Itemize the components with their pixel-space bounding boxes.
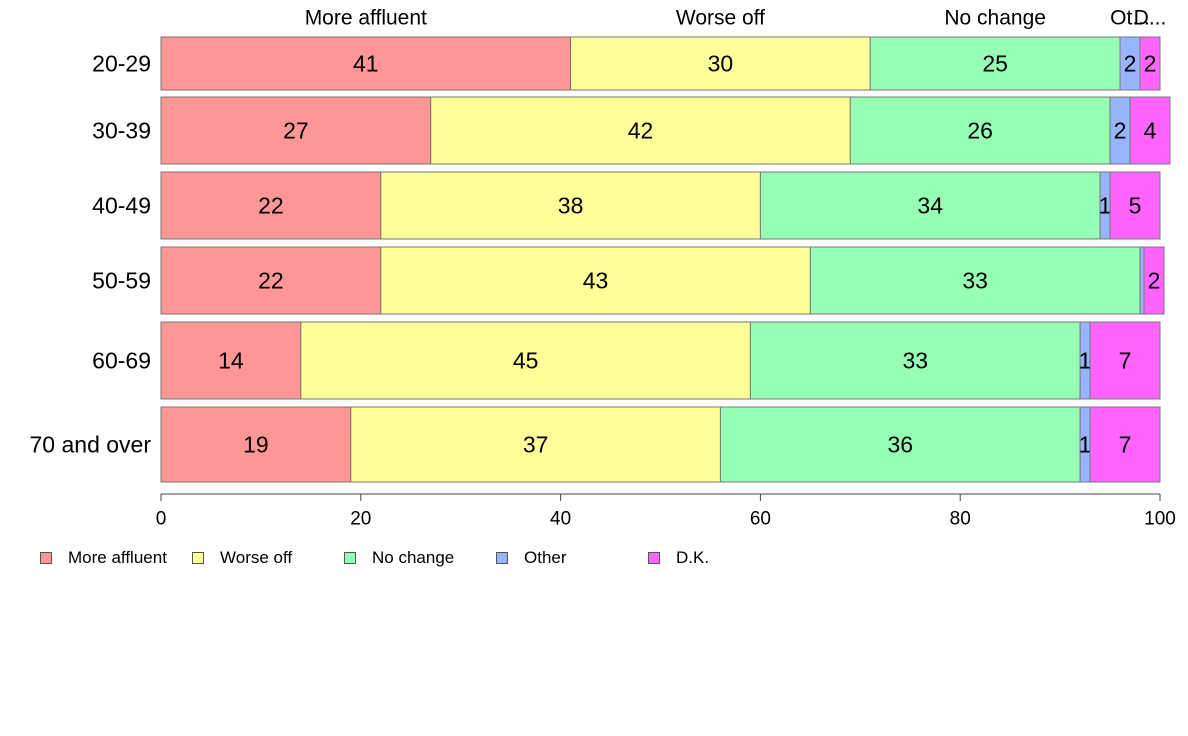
legend-label-worse-off: Worse off [220,548,293,567]
top-series-label: More affluent [305,7,427,30]
x-tick-label: 60 [750,509,771,530]
x-tick-label: 40 [550,509,571,530]
bar-segment [759,171,1101,240]
bar-segment [1143,246,1165,315]
top-series-label: Worse off [676,7,765,30]
top-series-label: No change [944,7,1046,30]
bar-segment [869,36,1121,91]
data-label: 2 [1124,51,1137,77]
legend-swatch-dk [648,552,660,564]
legend-label-other: Other [524,548,567,567]
legend-item-no-change: No change [344,548,454,568]
bar-segment [1139,246,1145,315]
data-label: 4 [1144,118,1157,144]
data-label: 42 [628,118,654,144]
legend-swatch-worse-off [192,552,204,564]
bar-segment [430,96,851,165]
data-label: 7 [1119,348,1132,374]
bar-segment [380,246,811,315]
category-label: 30-39 [92,118,151,144]
bar-segment [160,171,382,240]
data-label: 2 [1144,51,1157,77]
legend-swatch-no-change [344,552,356,564]
data-label: 22 [258,193,284,219]
bar-segment [160,406,352,483]
category-label: 50-59 [92,268,151,294]
data-label: 7 [1119,432,1132,458]
data-label: 5 [1129,193,1142,219]
bar-segment [1129,96,1171,165]
data-label: 2 [1114,118,1127,144]
data-label: 26 [967,118,993,144]
category-label: 20-29 [92,51,151,77]
legend-label-more-affluent: More affluent [68,548,167,567]
data-label: 41 [353,51,379,77]
category-label: 60-69 [92,348,151,374]
legend-swatch-more-affluent [40,552,52,564]
top-series-label: D... [1134,7,1167,30]
bar-segment [300,321,751,400]
x-tick-label: 20 [350,509,371,530]
data-label: 19 [243,432,269,458]
bar-segment [1089,321,1161,400]
bar-segment [749,321,1081,400]
legend-item-worse-off: Worse off [192,548,292,568]
bar-segment [160,36,572,91]
data-label: 33 [962,268,988,294]
data-label: 14 [218,348,244,374]
data-label: 25 [982,51,1008,77]
top-series-label: Ot... [1110,7,1150,30]
data-label: 34 [917,193,943,219]
chart-legend: More affluent Worse off No change Other … [40,548,800,568]
legend-label-no-change: No change [372,548,455,567]
data-label: 38 [558,193,584,219]
bar-segment [1109,171,1161,240]
data-label: 37 [523,432,549,458]
data-label: 30 [708,51,734,77]
data-label: 1 [1079,348,1092,374]
category-label: 70 and over [30,432,152,458]
bar-segment [160,246,382,315]
data-label: 33 [902,348,928,374]
bar-segment [160,96,432,165]
x-tick-label: 80 [950,509,971,530]
bar-segment [719,406,1081,483]
legend-item-dk: D.K. [648,548,709,568]
bar-segment [1089,406,1161,483]
data-label: 22 [258,268,284,294]
data-label: 1 [1099,193,1112,219]
data-label: 45 [513,348,539,374]
category-label: 40-49 [92,193,151,219]
data-label: 27 [283,118,309,144]
data-label: 2 [1148,268,1161,294]
bar-segment [380,171,761,240]
bar-segment [809,246,1141,315]
legend-swatch-other [496,552,508,564]
data-label: 36 [887,432,913,458]
x-tick-label: 100 [1144,509,1176,530]
legend-item-other: Other [496,548,567,568]
bar-segment [570,36,871,91]
bar-segment [160,321,302,400]
data-label: 1 [1079,432,1092,458]
data-label: 43 [583,268,609,294]
bar-segment [1139,36,1161,91]
bar-segment [350,406,721,483]
bar-segment [849,96,1111,165]
legend-item-more-affluent: More affluent [40,548,167,568]
legend-label-dk: D.K. [676,548,710,567]
x-tick-label: 0 [156,509,167,530]
